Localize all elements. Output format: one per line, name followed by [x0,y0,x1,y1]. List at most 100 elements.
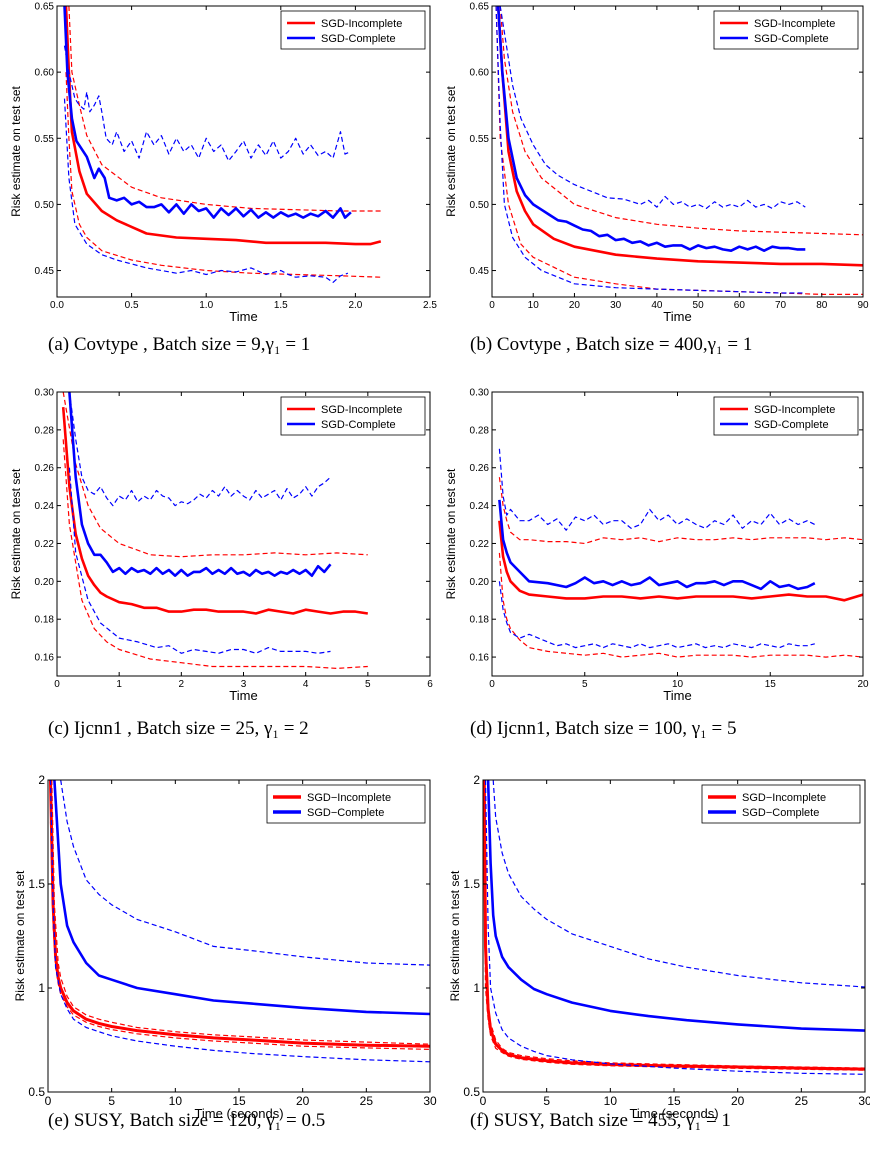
series-b-5-dashed [495,6,806,294]
series-e-3-solid [53,780,430,1016]
series-c-5-dashed [68,467,331,654]
x-tick-label: 4 [303,679,309,690]
y-tick-label: 0.30 [35,388,55,399]
series-a-1-dashed [68,6,381,212]
series-f-2-dashed [483,863,865,1071]
x-tick-label: 0 [480,1094,487,1108]
legend-a: SGD-Incomplete SGD-Complete [280,10,426,50]
y-axis-label: Risk estimate on test set [444,468,458,599]
chart-panel-a: 0.0 0.5 1.0 1.5 2.0 2.5 0.45 0.50 0.55 0.60 0.65 Ti… [0,0,437,384]
y-tick-label: 1 [38,981,45,995]
plot-area-a [63,6,382,283]
series-d-2-dashed [498,552,863,658]
x-tick-label: 10 [169,1094,183,1108]
x-tick-label: 30 [423,1094,437,1108]
y-tick-label: 0.45 [35,266,55,277]
series-b-0-solid [496,6,863,267]
y-tick-label: 0.5 [463,1085,480,1099]
series-d-0-solid [498,520,863,602]
caption-b: (b) Covtype , Batch size = 400,γ₁ = 1 [470,334,753,355]
plot-frame-a [56,5,431,298]
x-tick-label: 0 [489,679,495,690]
series-a-2-dashed [65,72,381,278]
series-c-1-dashed [62,392,368,558]
legend-label: SGD-Incomplete [321,18,402,30]
series-a-5-dashed [63,98,349,283]
x-tick-label: 15 [232,1094,246,1108]
series-a-4-dashed [63,45,352,162]
y-tick-label: 0.30 [470,388,490,399]
chart-e-svg: 0 5 10 15 20 25 30 0.5 1 1.5 2 Time (seconds) Risk e… [13,773,437,1121]
series-f-5-dashed [484,780,865,1075]
y-tick-label: 0.16 [470,653,490,664]
y-tick-label: 0.45 [470,266,490,277]
x-tick-label: 60 [734,300,746,311]
x-tick-label: 20 [731,1094,745,1108]
series-a-3-solid [63,6,352,219]
x-tick-label: 10 [604,1094,618,1108]
x-tick-label: 70 [775,300,787,311]
legend-label: SGD-Incomplete [321,404,402,416]
series-e-2-dashed [49,821,430,1050]
x-tick-label: 80 [816,300,828,311]
series-b-4-dashed [499,6,806,209]
legend-label: SGD-Complete [754,33,829,45]
y-tick-label: 0.55 [35,134,55,145]
x-tick-label: 50 [693,300,705,311]
x-tick-label: 0 [45,1094,52,1108]
series-b-3-solid [496,6,806,252]
plot-frame-f [482,779,866,1093]
y-tick-label: 0.65 [470,2,490,13]
legend-label: SGD−Complete [742,807,819,819]
series-d-4-dashed [498,448,816,531]
x-axis-label: Time [229,309,257,324]
y-tick-label: 0.65 [35,2,55,13]
x-tick-label: 0.5 [125,300,139,311]
y-tick-label: 0.24 [35,501,55,512]
plot-area-c [61,392,368,669]
y-tick-label: 0.5 [28,1085,45,1099]
series-c-2-dashed [62,439,368,669]
x-axis-label: Time [229,688,257,703]
series-d-1-dashed [498,477,863,545]
x-axis-label: Time (seconds) [629,1106,718,1121]
y-tick-label: 1.5 [28,877,45,891]
y-tick-label: 0.20 [470,577,490,588]
y-tick-label: 2 [473,773,480,787]
y-tick-label: 0.18 [35,615,55,626]
x-tick-label: 15 [765,679,777,690]
x-axis-label: Time (seconds) [194,1106,283,1121]
chart-d-svg: 0 5 10 15 20 0.16 0.18 0.20 0.22 0.24 0.26 0.28 0.30… [444,388,869,704]
x-tick-label: 10 [528,300,540,311]
y-tick-label: 0.24 [470,501,490,512]
series-e-1-dashed [51,780,430,1045]
legend-box [280,10,426,50]
chart-b-svg: 0 10 20 30 40 50 60 70 80 90 0.45 0.50 0.55 0.60 0.65 T… [444,2,869,325]
legend-label: SGD-Complete [321,33,396,45]
y-tick-label: 0.26 [470,463,490,474]
x-tick-label: 1.0 [199,300,213,311]
legend-label: SGD−Complete [307,807,384,819]
y-tick-label: 1.5 [463,877,480,891]
chart-a-svg: 0.0 0.5 1.0 1.5 2.0 2.5 0.45 0.50 0.55 0.60 0.65 Ti… [9,2,437,325]
x-tick-label: 20 [569,300,581,311]
x-axis-label: Time [663,688,691,703]
chart-panel-e: 0 5 10 15 20 25 30 0.5 1 1.5 2 Time (seconds) Risk e… [0,768,437,1152]
series-d-3-solid [498,499,816,591]
chart-panel-f: 0 5 10 15 20 25 30 0.5 1 1.5 2 Time (seconds) Risk e… [435,768,870,1152]
x-tick-label: 5 [108,1094,115,1108]
x-tick-label: 6 [427,679,433,690]
x-tick-label: 1.5 [274,300,288,311]
y-tick-label: 0.55 [470,134,490,145]
plot-frame-b [491,5,864,298]
x-tick-label: 25 [360,1094,374,1108]
series-f-4-dashed [492,780,865,988]
legend-box [713,10,859,50]
y-tick-label: 0.22 [35,539,55,550]
legend-label: SGD-Complete [754,419,829,431]
x-tick-label: 1 [116,679,122,690]
y-tick-label: 0.18 [470,615,490,626]
series-f-3-solid [486,780,865,1032]
series-e-0-solid [49,780,430,1048]
caption-a: (a) Covtype , Batch size = 9,γ₁ = 1 [48,334,311,355]
